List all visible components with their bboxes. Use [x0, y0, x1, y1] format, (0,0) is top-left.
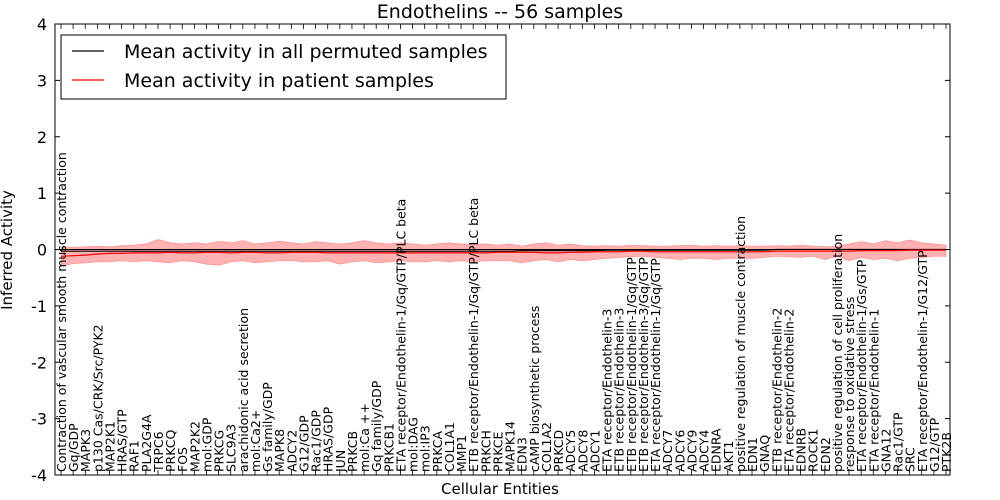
x-category-label: ADCY7 [660, 430, 675, 472]
x-category-label: Rac1/GDP [309, 410, 324, 472]
x-category-label: PTK2B [939, 432, 954, 472]
y-tick-label: -4 [31, 466, 47, 485]
x-category-label: EDN3 [515, 437, 530, 472]
x-category-label: mol:GDP [200, 417, 215, 472]
y-tick-label: 2 [37, 128, 47, 147]
x-category-label: JUN [333, 450, 348, 473]
x-axis-label: Cellular Entities [441, 480, 559, 498]
x-category-label: ADCY5 [563, 430, 578, 472]
series-line-patient [60, 249, 946, 257]
x-category-label: ADCY1 [587, 430, 602, 472]
x-category-label: RAF1 [127, 440, 142, 472]
x-category-label: arachidonic acid secretion [236, 308, 251, 472]
x-category-label: ETB receptor/Endothelin-1/Gq/GTP [624, 257, 639, 472]
x-category-label: mol:DAG [406, 417, 421, 472]
x-category-label: ADCY6 [672, 430, 687, 472]
x-category-label: EDN1 [745, 437, 760, 472]
x-category-label: EDN2 [818, 437, 833, 472]
x-category-label: Gq/GDP [66, 423, 81, 472]
x-category-label: COL1A2 [539, 422, 554, 472]
x-category-label: G12/GDP [297, 415, 312, 472]
x-category-label: Contraction of vascular smooth muscle co… [54, 152, 69, 472]
x-category-label: cAMP biosynthetic process [527, 306, 542, 472]
x-category-label: ETB receptor/Endothelin-3 [612, 308, 627, 472]
x-category-label: mol:Ca ++ [357, 403, 372, 472]
x-category-label: ETA receptor/Endothelin-1/Gq/GTP/PLC bet… [394, 199, 409, 472]
x-category-label: G12/GTP [927, 417, 942, 472]
x-category-label: AKT1 [721, 441, 736, 472]
x-category-label: EDNRB [794, 428, 809, 472]
y-tick-label: -2 [31, 353, 47, 372]
y-tick-label: -1 [31, 297, 47, 316]
series-line-permuted [61, 248, 946, 252]
x-category-label: PRKCA [430, 431, 445, 472]
x-category-label: PRKCQ [163, 430, 178, 472]
x-category-label: SLC9A3 [224, 424, 239, 472]
x-category-label: PRKCB1 [381, 423, 396, 472]
x-category-label: positive regulation of cell proliferatio… [830, 234, 845, 472]
x-category-label: PLA2G4A [139, 414, 154, 472]
x-category-label: ETA receptor/Endothelin-1/G12/GTP [915, 250, 930, 472]
x-category-label: MAP2K1 [103, 421, 118, 472]
x-category-label: ETA receptor/Endothelin-1/Gs/GTP [854, 259, 869, 472]
x-category-label: MAPK14 [503, 421, 518, 472]
x-category-label: MAPK8 [272, 429, 287, 472]
legend: Mean activity in all permuted samples Me… [60, 34, 507, 100]
x-category-label: ETA receptor/Endothelin-1/Gq/GTP [648, 258, 663, 472]
x-category-label: HRAS/GDP [321, 406, 336, 472]
x-category-label: ETA receptor/Endothelin-3 [600, 309, 615, 472]
x-category-label: PRKCD [551, 430, 566, 472]
x-category-label: GNAQ [757, 435, 772, 472]
x-category-label: Gq family/GDP [369, 380, 384, 472]
legend-label-permuted: Mean activity in all permuted samples [124, 41, 487, 63]
plot-frame [54, 23, 951, 476]
x-category-label: ETB receptor/Endothelin-1/Gq/GTP/PLC bet… [466, 198, 481, 472]
legend-box [60, 34, 507, 100]
x-category-label: ETA receptor/Endothelin-2 [781, 309, 796, 472]
x-category-label: PRKCB [345, 431, 360, 472]
x-category-label: ETA receptor/Endothelin-1 [866, 309, 881, 472]
y-tick-label: 0 [37, 241, 47, 260]
x-category-label: MAPK3 [78, 429, 93, 472]
y-tick-label: 4 [37, 15, 47, 34]
x-category-label: PRKCE [490, 432, 505, 472]
x-category-label: p130 Cas/CRK/Src/PYK2 [90, 324, 105, 472]
x-category-label: FOS [175, 447, 190, 472]
x-category-label: ADCY9 [684, 430, 699, 472]
chart-title: Endothelins -- 56 samples [377, 1, 623, 23]
x-category-label: GNA12 [878, 429, 893, 473]
legend-label-patient: Mean activity in patient samples [124, 70, 434, 92]
x-category-label: PRKCH [478, 430, 493, 472]
y-tick-label: -3 [31, 410, 47, 429]
x-category-label: EDNRA [709, 428, 724, 472]
x-category-label: SRC [903, 447, 918, 472]
x-category-label: Rac1/GTP [891, 412, 906, 472]
x-category-label: ADCY8 [575, 430, 590, 472]
x-category-label: ADCY2 [284, 430, 299, 472]
x-category-label: positive regulation of muscle contractio… [733, 216, 748, 472]
x-category-label: mol:IP3 [418, 425, 433, 472]
x-category-label: MAP2K2 [187, 421, 202, 472]
x-category-label: MMP1 [454, 435, 469, 472]
x-category-label: Gs family/GDP [260, 382, 275, 472]
x-category-label: mol:Ca2+ [248, 410, 263, 472]
y-axis-label: Inferred Activity [0, 190, 16, 310]
x-category-label: TRPC6 [151, 431, 166, 473]
x-category-label: HRAS/GTP [115, 409, 130, 472]
x-category-label: ETB receptor/Endothelin-3/Gq/GTP [636, 257, 651, 472]
x-category-label: response to oxidative stress [842, 297, 857, 472]
x-category-label: PRKCG [212, 430, 227, 472]
x-category-label: COL1A1 [442, 422, 457, 472]
y-tick-label: 1 [37, 184, 47, 203]
x-category-label: ROCK1 [806, 429, 821, 472]
x-category-label: ETB receptor/Endothelin-2 [769, 308, 784, 472]
x-category-label: ADCY4 [697, 430, 712, 472]
y-tick-label: 3 [37, 71, 47, 90]
